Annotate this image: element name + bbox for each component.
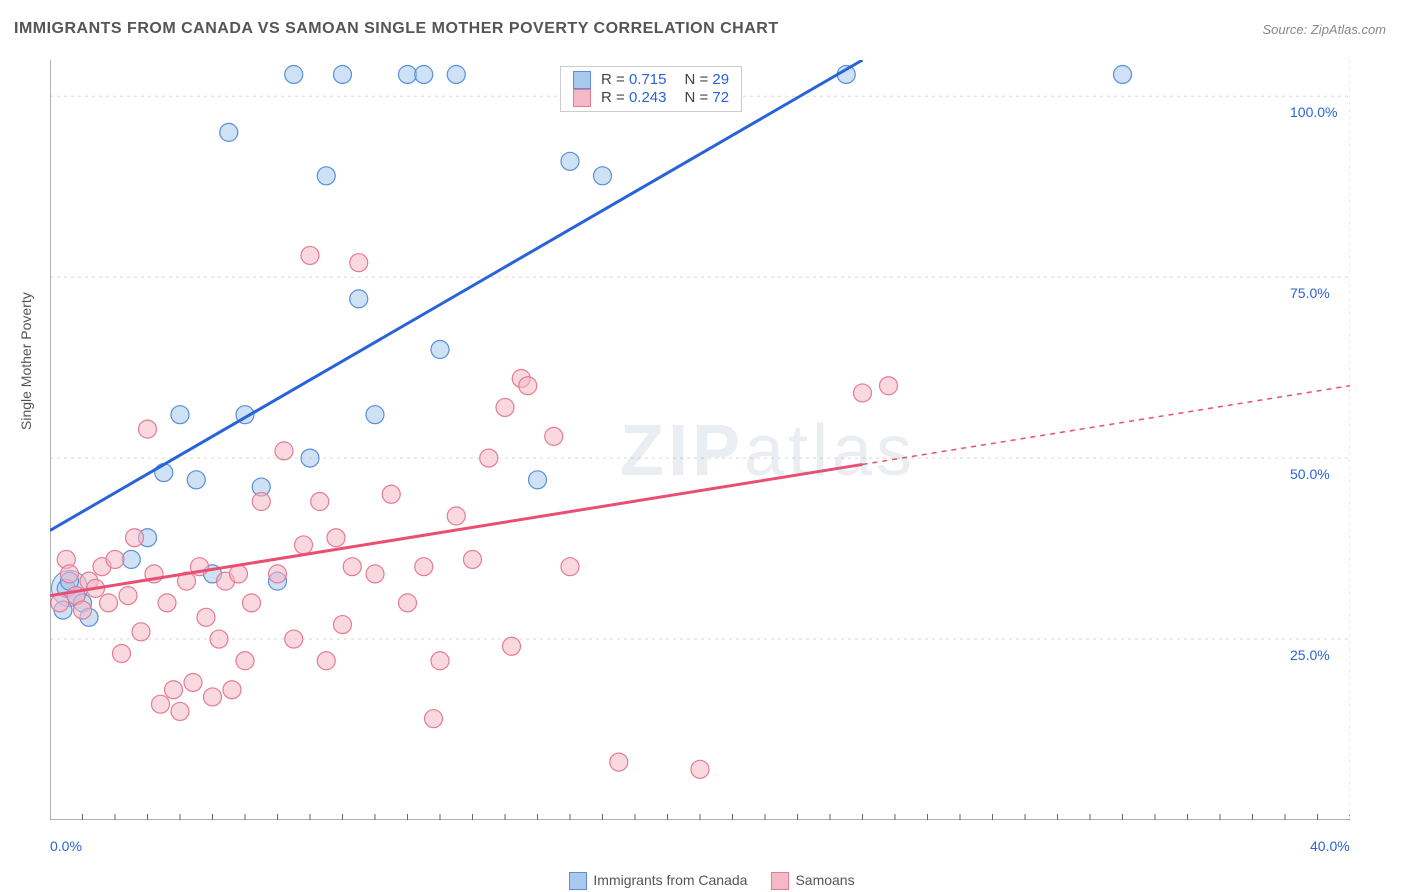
y-tick-label: 25.0%	[1290, 647, 1330, 663]
stat-legend: R = 0.715 N = 29 R = 0.243 N = 72	[560, 66, 742, 112]
stat-r-value: 0.243	[629, 89, 667, 106]
stat-n-label: N =	[684, 71, 712, 88]
legend-swatch	[569, 872, 587, 890]
y-tick-label: 100.0%	[1290, 104, 1337, 120]
y-tick-label: 50.0%	[1290, 466, 1330, 482]
y-axis-label: Single Mother Poverty	[18, 292, 34, 430]
stat-n-value: 29	[712, 71, 729, 88]
stat-n-label: N =	[684, 89, 712, 106]
legend-swatch	[573, 71, 591, 89]
y-tick-label: 75.0%	[1290, 285, 1330, 301]
legend-series-label: Immigrants from Canada	[593, 872, 747, 888]
plot-area: ZIPatlas	[50, 60, 1350, 820]
stat-legend-row: R = 0.715 N = 29	[573, 71, 729, 89]
stat-r-label: R =	[601, 71, 629, 88]
chart-title: IMMIGRANTS FROM CANADA VS SAMOAN SINGLE …	[14, 20, 779, 38]
legend-swatch	[573, 89, 591, 107]
x-tick-label: 0.0%	[50, 838, 82, 854]
x-tick-label: 40.0%	[1310, 838, 1350, 854]
stat-r-label: R =	[601, 89, 629, 106]
stat-legend-row: R = 0.243 N = 72	[573, 89, 729, 107]
legend-series-label: Samoans	[795, 872, 854, 888]
stat-n-value: 72	[712, 89, 729, 106]
source-label: Source: ZipAtlas.com	[1262, 22, 1386, 37]
chart-container: IMMIGRANTS FROM CANADA VS SAMOAN SINGLE …	[0, 0, 1406, 892]
legend-swatch	[771, 872, 789, 890]
stat-r-value: 0.715	[629, 71, 667, 88]
series-legend: Immigrants from Canada Samoans	[50, 872, 1350, 890]
chart-svg	[50, 60, 1350, 820]
